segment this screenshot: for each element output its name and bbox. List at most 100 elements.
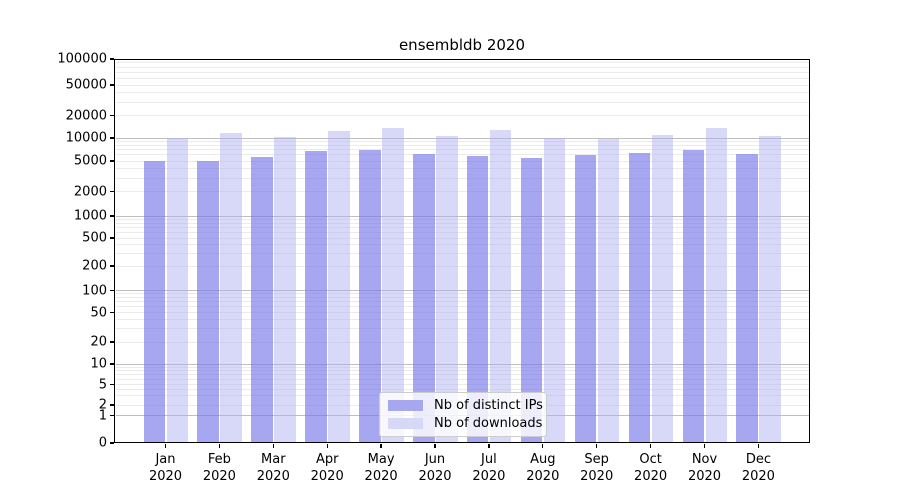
x-axis-tick xyxy=(488,443,490,448)
bar-distinct-ips xyxy=(574,154,597,443)
bar-downloads xyxy=(651,135,674,443)
x-tick-year: 2020 xyxy=(148,468,183,484)
gridline-minor xyxy=(116,312,809,313)
gridline-minor xyxy=(116,71,809,73)
legend-item-distinct-ips: Nb of distinct IPs xyxy=(388,398,543,413)
y-axis-tick xyxy=(109,137,114,139)
bar-downloads xyxy=(759,135,781,443)
x-tick-month: Jul xyxy=(481,452,497,467)
x-axis-tick-label: May 2020 xyxy=(353,452,409,485)
y-axis-tick-label: 2000 xyxy=(73,184,107,199)
y-axis-tick xyxy=(109,237,114,239)
y-axis-tick xyxy=(109,84,114,86)
y-axis-tick xyxy=(109,311,114,314)
x-axis-tick xyxy=(757,443,760,448)
bar-downloads xyxy=(436,136,458,443)
x-tick-month: Mar xyxy=(261,452,286,467)
y-axis-tick xyxy=(109,414,114,417)
gridline-minor xyxy=(116,378,809,380)
gridline-minor xyxy=(116,301,809,303)
gridline-minor xyxy=(116,62,809,64)
x-tick-month: Dec xyxy=(745,452,771,467)
gridline-minor xyxy=(116,370,809,372)
y-axis-tick xyxy=(109,289,114,292)
gridline-minor xyxy=(116,115,809,116)
x-axis-tick-label: Jan 2020 xyxy=(138,452,194,485)
gridline-minor xyxy=(116,388,809,390)
legend: Nb of distinct IPs Nb of downloads xyxy=(379,392,547,437)
legend-label-downloads: Nb of downloads xyxy=(434,416,543,431)
legend-item-downloads: Nb of downloads xyxy=(388,416,542,431)
y-axis-tick xyxy=(109,442,114,444)
x-tick-month: Sep xyxy=(584,452,609,467)
x-axis-tick xyxy=(703,443,706,448)
x-tick-month: Aug xyxy=(530,452,556,467)
y-axis-tick-label: 10 xyxy=(90,356,107,372)
x-tick-month: Feb xyxy=(207,452,231,467)
gridline-major xyxy=(116,290,809,291)
y-axis-tick-label: 2 xyxy=(98,397,107,413)
x-axis-tick xyxy=(164,443,167,448)
bar-downloads xyxy=(328,131,350,443)
bar-downloads xyxy=(166,138,188,443)
y-axis-tick-label: 20 xyxy=(90,334,107,350)
gridline-major xyxy=(116,215,809,217)
gridline-minor xyxy=(116,374,809,376)
bar-distinct-ips xyxy=(305,151,327,443)
y-axis-tick-label: 500 xyxy=(82,230,107,246)
gridline-minor xyxy=(116,149,809,151)
y-axis-tick-label: 1000 xyxy=(73,208,107,224)
gridline-minor xyxy=(116,366,809,368)
bar-distinct-ips xyxy=(359,150,381,443)
x-axis-tick-label: Mar 2020 xyxy=(245,452,301,485)
gridline-minor xyxy=(116,231,809,233)
y-axis-tick-label: 100 xyxy=(82,283,107,298)
x-tick-year: 2020 xyxy=(741,468,775,484)
x-axis-tick-label: Nov 2020 xyxy=(677,452,733,485)
x-axis-tick-label: Jun 2020 xyxy=(407,452,463,485)
x-axis-tick-label: Feb 2020 xyxy=(191,452,247,485)
bar-distinct-ips xyxy=(466,155,489,443)
gridline-minor xyxy=(116,293,809,295)
y-axis-tick-label: 200 xyxy=(82,258,107,274)
x-tick-year: 2020 xyxy=(202,468,236,484)
y-axis-tick-label: 50000 xyxy=(65,77,107,93)
bar-downloads xyxy=(489,129,512,443)
y-axis-tick xyxy=(109,404,114,406)
x-axis-tick xyxy=(272,443,274,448)
gridline-minor xyxy=(116,222,809,224)
bar-downloads xyxy=(274,136,296,443)
x-tick-month: Apr xyxy=(315,452,339,467)
y-axis-tick xyxy=(109,265,114,267)
x-tick-year: 2020 xyxy=(634,468,668,484)
gridline-minor xyxy=(116,253,809,255)
y-axis-tick-label: 50 xyxy=(90,305,107,320)
x-tick-year: 2020 xyxy=(526,468,560,484)
gridline-minor xyxy=(116,66,809,68)
gridline-minor xyxy=(116,154,809,156)
gridline-minor xyxy=(116,319,809,321)
gridline-minor xyxy=(116,160,809,162)
bar-downloads xyxy=(597,139,620,443)
y-axis-tick xyxy=(109,363,114,365)
bar-distinct-ips xyxy=(736,153,758,443)
bar-distinct-ips xyxy=(682,149,704,443)
y-axis-tick xyxy=(109,58,114,60)
x-tick-year: 2020 xyxy=(472,468,506,484)
x-axis-tick xyxy=(218,443,221,448)
legend-swatch-downloads xyxy=(388,418,423,429)
x-axis-tick-label: Dec 2020 xyxy=(730,452,786,485)
y-axis-tick xyxy=(109,383,114,386)
gridline-minor xyxy=(116,140,809,142)
x-axis-tick xyxy=(326,443,328,448)
y-axis-tick-label: 0 xyxy=(98,435,107,451)
gridline-minor xyxy=(116,328,809,330)
x-axis-tick-label: Aug 2020 xyxy=(515,452,571,485)
y-axis-tick xyxy=(109,190,114,193)
gridline-minor xyxy=(116,384,809,385)
x-tick-year: 2020 xyxy=(310,468,344,484)
x-axis-tick-label: Jul 2020 xyxy=(461,452,517,485)
y-axis-tick-label: 5 xyxy=(98,377,107,392)
gridline-minor xyxy=(116,177,809,179)
